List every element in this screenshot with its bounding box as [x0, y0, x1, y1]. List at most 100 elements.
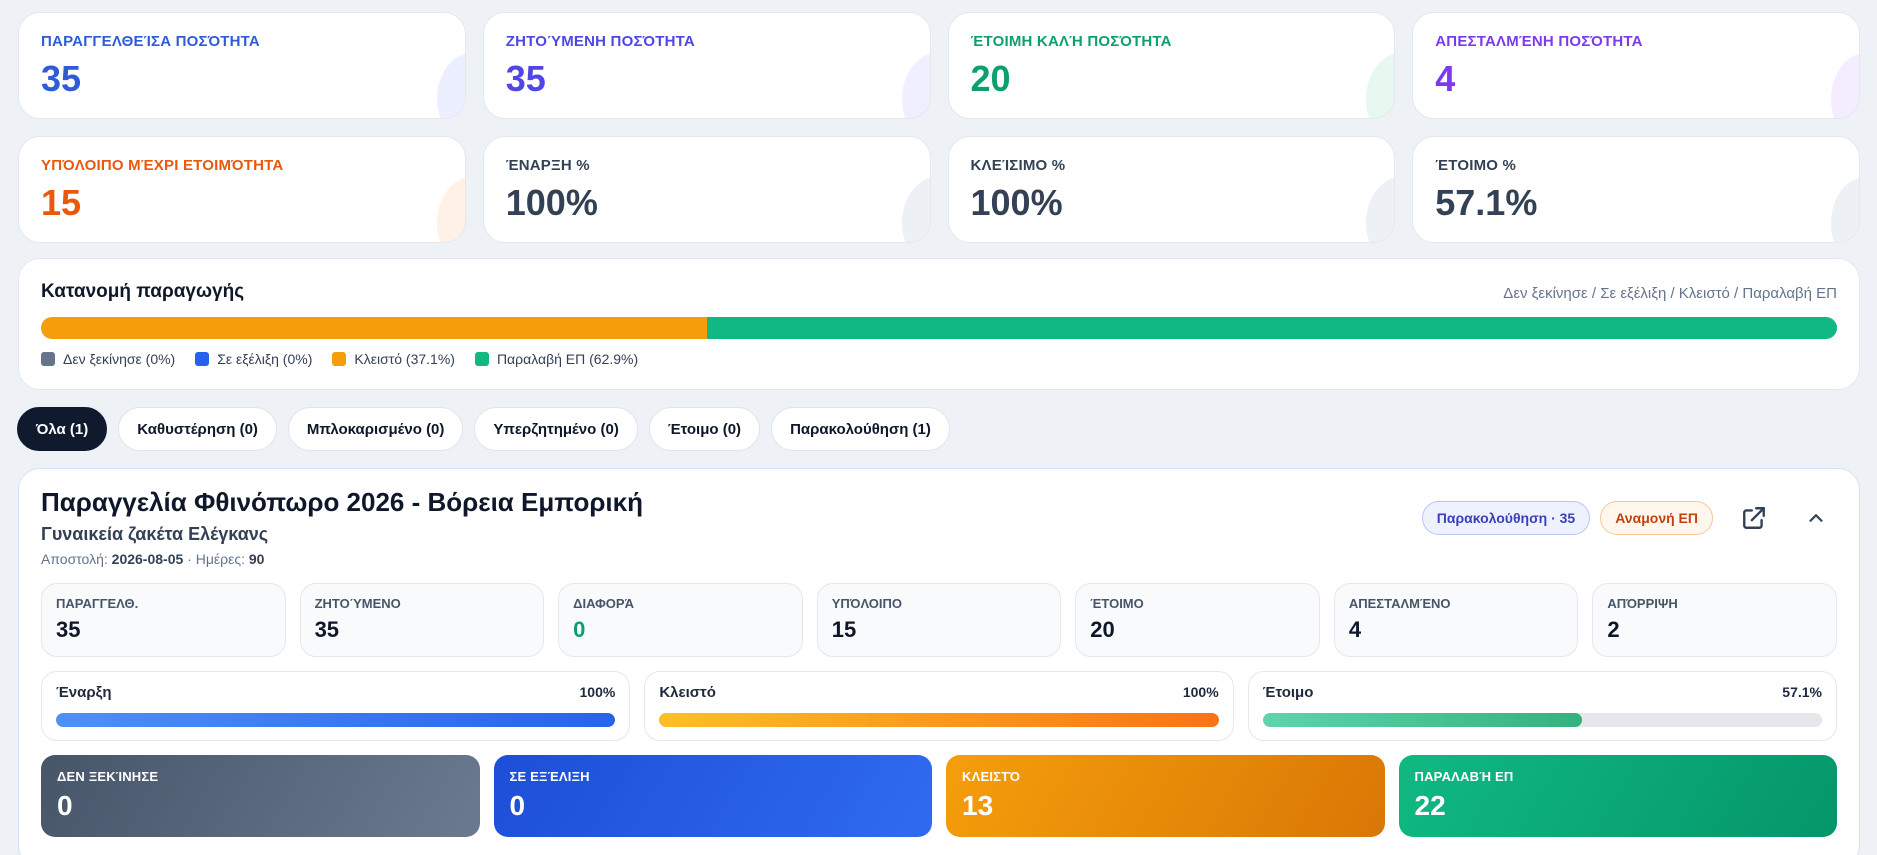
kpi-card-ready-good: ΈΤΟΙΜΗ ΚΑΛΉ ΠΟΣΌΤΗΤΑ 20 [947, 12, 1396, 119]
tab-monitoring[interactable]: Παρακολούθηση (1) [771, 407, 950, 451]
kpi-value: 100% [970, 182, 1063, 223]
metric-ready: ΈΤΟΙΜΟ 20 [1075, 583, 1320, 657]
metric-label: ΑΠΕΣΤΑΛΜΈΝΟ [1348, 596, 1451, 611]
legend-swatch [474, 352, 489, 366]
tab-delayed[interactable]: Καθυστέρηση (0) [118, 407, 277, 451]
shipment-date: 2026-08-05 [111, 551, 184, 567]
legend-swatch [195, 352, 210, 366]
progress-ready: Έτοιμο 57.1% [1247, 671, 1837, 741]
status-value: 0 [509, 790, 526, 821]
progress-fill [659, 713, 1219, 727]
tab-ready[interactable]: Έτοιμο (0) [648, 407, 761, 451]
status-not-started: ΔΕΝ ΞΕΚΊΝΗΣΕ 0 [41, 755, 480, 837]
metric-label: ΈΤΟΙΜΟ [1090, 596, 1144, 611]
distribution-segment-received [707, 317, 1837, 339]
metric-value: 15 [831, 617, 857, 642]
kpi-card-requested: ΖΗΤΟΎΜΕΝΗ ΠΟΣΌΤΗΤΑ 35 [482, 12, 931, 119]
order-metrics: ΠΑΡΑΓΓΕΛΘ. 35 ΖΗΤΟΎΜΕΝΟ 35 ΔΙΑΦΟΡΆ 0 ΥΠΌΛΟΙ… [41, 583, 1837, 657]
kpi-label: ΈΤΟΙΜΗ ΚΑΛΉ ΠΟΣΌΤΗΤΑ [970, 33, 1172, 50]
progress-start: Έναρξη 100% [41, 671, 631, 741]
progress-value: 100% [579, 684, 616, 700]
distribution-bar [41, 317, 1837, 339]
metric-ordered: ΠΑΡΑΓΓΕΛΘ. 35 [41, 583, 286, 657]
metric-label: ΥΠΌΛΟΙΠΟ [831, 596, 903, 611]
status-label: ΚΛΕΙΣΤΌ [962, 769, 1021, 784]
legend-item: Δεν ξεκίνησε (0%) [41, 351, 175, 367]
progress-label: Έναρξη [56, 684, 112, 701]
kpi-card-remaining: ΥΠΌΛΟΙΠΟ ΜΈΧΡΙ ΕΤΟΙΜΌΤΗΤΑ 15 [18, 136, 466, 243]
kpi-value: 57.1% [1435, 182, 1538, 223]
legend-label: Σε εξέλιξη (0%) [217, 351, 313, 367]
kpi-label: ΈΝΑΡΞΗ % [505, 157, 590, 174]
kpi-label: ΈΤΟΙΜΟ % [1435, 157, 1517, 174]
order-title: Παραγγελία Φθινόπωρο 2026 - Βόρεια Εμπορ… [41, 487, 644, 517]
status-label: ΣΕ ΕΞΈΛΙΞΗ [509, 769, 590, 784]
waiting-badge: Αναμονή ΕΠ [1600, 501, 1713, 535]
status-label: ΔΕΝ ΞΕΚΊΝΗΣΕ [57, 769, 159, 784]
external-link-icon[interactable] [1733, 497, 1775, 539]
order-progress: Έναρξη 100% Κλειστό 100% Έτοιμο 57.1% [41, 671, 1837, 741]
progress-track [56, 713, 616, 727]
progress-track [1262, 713, 1822, 727]
order-meta: Αποστολή: 2026-08-05 · Ημέρες: 90 [41, 551, 1837, 567]
legend-label: Δεν ξεκίνησε (0%) [63, 351, 176, 367]
progress-fill [1262, 713, 1583, 727]
status-value: 0 [57, 790, 73, 821]
days-label: · Ημέρες: [187, 551, 245, 567]
metric-value: 2 [1607, 617, 1620, 642]
progress-value: 100% [1182, 684, 1219, 700]
tab-blocked[interactable]: Μπλοκαρισμένο (0) [287, 407, 464, 451]
status-closed: ΚΛΕΙΣΤΌ 13 [946, 755, 1385, 837]
kpi-label: ΑΠΕΣΤΑΛΜΈΝΗ ΠΟΣΌΤΗΤΑ [1435, 33, 1643, 50]
kpi-card-ordered: ΠΑΡΑΓΓΕΛΘΕΊΣΑ ΠΟΣΌΤΗΤΑ 35 [18, 12, 466, 119]
legend-item: Σε εξέλιξη (0%) [195, 351, 312, 367]
kpi-value: 4 [1435, 58, 1456, 99]
kpi-value: 100% [505, 182, 598, 223]
order-status-cards: ΔΕΝ ΞΕΚΊΝΗΣΕ 0 ΣΕ ΕΞΈΛΙΞΗ 0 ΚΛΕΙΣΤΌ 13 ΠΑΡΑ… [41, 755, 1837, 837]
shipment-label: Αποστολή: [41, 551, 108, 567]
order-card: Παραγγελία Φθινόπωρο 2026 - Βόρεια Εμπορ… [18, 468, 1860, 855]
distribution-legend: Δεν ξεκίνησε (0%) Σε εξέλιξη (0%) Κλειστ… [41, 351, 1837, 367]
kpi-card-shipped: ΑΠΕΣΤΑΛΜΈΝΗ ΠΟΣΌΤΗΤΑ 4 [1412, 12, 1860, 119]
distribution-title: Κατανομή παραγωγής [41, 281, 245, 302]
metric-rejected: ΑΠΌΡΡΙΨΗ 2 [1592, 583, 1837, 657]
chevron-up-icon[interactable] [1795, 497, 1837, 539]
metric-difference: ΔΙΑΦΟΡΆ 0 [558, 583, 803, 657]
metric-value: 35 [56, 617, 81, 642]
kpi-card-close-percent: ΚΛΕΊΣΙΜΟ % 100% [947, 136, 1396, 243]
metric-value: 35 [314, 617, 340, 642]
metric-label: ΖΗΤΟΎΜΕΝΟ [314, 596, 401, 611]
kpi-label: ΠΑΡΑΓΓΕΛΘΕΊΣΑ ΠΟΣΌΤΗΤΑ [41, 33, 260, 50]
metric-requested: ΖΗΤΟΎΜΕΝΟ 35 [299, 583, 545, 657]
progress-label: Έτοιμο [1262, 684, 1314, 701]
metric-label: ΔΙΑΦΟΡΆ [573, 596, 634, 611]
legend-swatch [41, 352, 55, 366]
metric-remaining: ΥΠΌΛΟΙΠΟ 15 [816, 583, 1062, 657]
progress-closed: Κλειστό 100% [644, 671, 1234, 741]
monitoring-badge: Παρακολούθηση · 35 [1421, 501, 1591, 535]
metric-shipped: ΑΠΕΣΤΑΛΜΈΝΟ 4 [1333, 583, 1579, 657]
legend-label: Παραλαβή ΕΠ (62.9%) [496, 351, 639, 367]
status-value: 22 [1414, 790, 1446, 821]
kpi-label: ΚΛΕΊΣΙΜΟ % [970, 157, 1066, 174]
kpi-card-start-percent: ΈΝΑΡΞΗ % 100% [482, 136, 931, 243]
order-product: Γυναικεία ζακέτα Ελέγκανς [41, 524, 269, 544]
metric-value: 4 [1348, 617, 1362, 642]
distribution-segment-closed [41, 317, 708, 339]
tab-over-requested[interactable]: Υπερζητημένο (0) [474, 407, 638, 451]
status-label: ΠΑΡΑΛΑΒΉ ΕΠ [1414, 769, 1514, 784]
status-in-progress: ΣΕ ΕΞΈΛΙΞΗ 0 [493, 755, 932, 837]
progress-fill [56, 713, 616, 727]
production-distribution-panel: Κατανομή παραγωγής Δεν ξεκίνησε / Σε εξέ… [18, 258, 1860, 390]
filter-tabs: Όλα (1) Καθυστέρηση (0) Μπλοκαρισμένο (0… [17, 407, 950, 451]
status-value: 13 [962, 790, 994, 821]
kpi-label: ΖΗΤΟΎΜΕΝΗ ΠΟΣΌΤΗΤΑ [505, 33, 695, 50]
metric-label: ΠΑΡΑΓΓΕΛΘ. [56, 596, 139, 611]
tab-all[interactable]: Όλα (1) [17, 407, 108, 451]
metric-value: 20 [1090, 617, 1115, 642]
progress-track [659, 713, 1219, 727]
distribution-subtitle: Δεν ξεκίνησε / Σε εξέλιξη / Κλειστό / Πα… [1503, 285, 1837, 302]
kpi-value: 35 [505, 58, 546, 99]
kpi-value: 35 [41, 58, 82, 99]
metric-value: 0 [573, 617, 586, 642]
